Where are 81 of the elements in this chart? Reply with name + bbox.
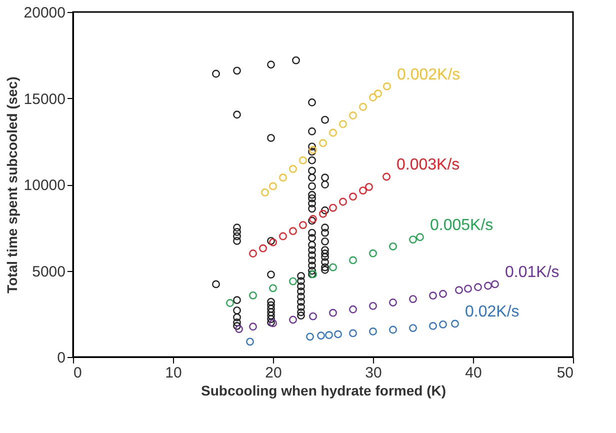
x-tick-label: 20 (265, 364, 282, 382)
point (289, 165, 297, 173)
y-tick-label: 15000 (24, 90, 66, 108)
point (349, 192, 357, 201)
point (299, 221, 307, 229)
y-tick-label: 10000 (24, 177, 66, 194)
point (365, 182, 373, 191)
point (261, 188, 269, 196)
y-tick-label: 20000 (24, 4, 66, 22)
point (329, 128, 337, 137)
x-tick-label: 40 (465, 364, 482, 382)
point (329, 263, 337, 272)
point (409, 295, 417, 303)
point (389, 326, 397, 334)
point (226, 299, 234, 307)
point (369, 249, 377, 258)
point (439, 320, 447, 328)
y-tick-label: 0 (57, 350, 66, 366)
point (382, 172, 390, 181)
point (409, 324, 417, 332)
point (289, 277, 297, 286)
series-label: 0.002K/s (397, 66, 460, 84)
point (249, 250, 257, 258)
point (359, 102, 367, 111)
point (259, 244, 267, 252)
point (339, 198, 347, 206)
point (369, 328, 377, 336)
x-tick-label: 10 (165, 364, 182, 382)
point (359, 186, 367, 194)
point (369, 302, 377, 310)
series-label: 0.02K/s (465, 304, 520, 321)
point (374, 90, 382, 98)
point (389, 298, 397, 306)
point (235, 325, 243, 333)
point (474, 283, 482, 292)
point (491, 280, 499, 288)
point (429, 292, 437, 300)
point (325, 331, 333, 340)
series-label: 0.003K/s (396, 156, 460, 174)
point (249, 322, 257, 331)
point (317, 332, 325, 340)
point (329, 308, 337, 317)
point (455, 286, 463, 294)
point (306, 332, 314, 341)
point (383, 82, 391, 90)
point (451, 320, 459, 328)
point (299, 156, 307, 164)
point (439, 290, 447, 298)
point (319, 210, 327, 218)
point (329, 204, 337, 212)
x-tick-label: 50 (556, 364, 574, 382)
point (334, 330, 342, 338)
point (369, 93, 377, 102)
point (309, 312, 317, 320)
point (349, 305, 357, 314)
point (484, 282, 492, 290)
point (349, 256, 357, 264)
point (429, 322, 437, 330)
point (246, 338, 254, 346)
y-axis-title: Total time spent subcooled (sec) (4, 76, 20, 294)
x-tick-label: 0 (74, 364, 82, 382)
point (269, 284, 277, 292)
point (279, 232, 287, 240)
point (289, 227, 297, 236)
y-tick-label: 5000 (32, 263, 66, 280)
point (349, 329, 357, 338)
point (269, 182, 277, 190)
point (249, 291, 257, 300)
point (319, 139, 327, 148)
x-tick-label: 30 (365, 364, 382, 382)
point (279, 174, 287, 182)
point (349, 112, 357, 120)
point (339, 120, 347, 128)
series-label: 0.005K/s (430, 217, 494, 234)
x-axis-title: Subcooling when hydrate formed (K) (200, 382, 446, 398)
point (464, 284, 472, 293)
point (289, 316, 297, 324)
point (389, 242, 397, 250)
point (409, 236, 417, 244)
point (416, 233, 424, 242)
series-label: 0.01K/s (505, 264, 560, 282)
